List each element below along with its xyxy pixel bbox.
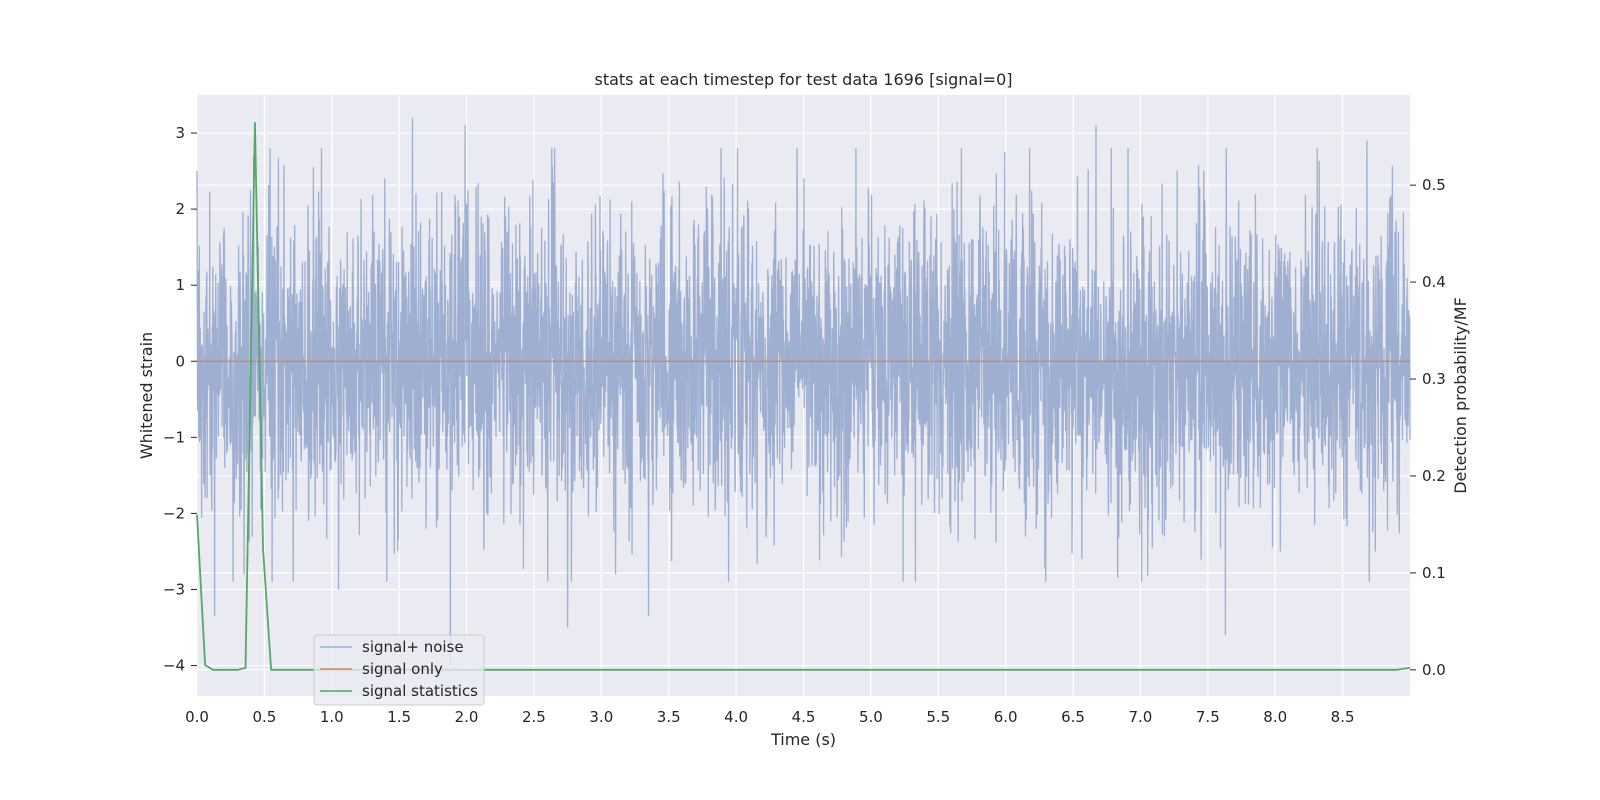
y2-tick-label: 0.4	[1422, 273, 1446, 291]
x-tick-label: 4.5	[792, 708, 816, 726]
x-tick-label: 6.5	[1061, 708, 1085, 726]
axis-ticks: 0.0 0.5 1.0 1.5 2.0 2.5 3.0 3.5 4.0 4.5 5.0 5.5 6.0 6…	[163, 124, 1446, 726]
x-tick-label: 4.0	[724, 708, 748, 726]
x-axis-label: Time (s)	[770, 730, 836, 749]
x-tick-label: 5.5	[926, 708, 950, 726]
y-tick-label: −3	[163, 580, 185, 598]
y-tick-label: −2	[163, 504, 185, 522]
y-tick-label: −4	[163, 657, 185, 675]
x-tick-label: 0.5	[252, 708, 276, 726]
signal-statistics-line	[196, 122, 1411, 671]
x-tick-label: 8.0	[1263, 708, 1287, 726]
y-tick-label: 1	[175, 276, 185, 294]
legend-label-signal-only: signal only	[362, 660, 443, 678]
grid-lines	[196, 95, 1410, 696]
legend-label-signal-noise: signal+ noise	[362, 638, 464, 656]
y2-tick-label: 0.0	[1422, 661, 1446, 679]
y-tick-label: −1	[163, 428, 185, 446]
y-tick-label: 3	[175, 124, 185, 142]
x-tick-label: 1.0	[320, 708, 344, 726]
x-tick-label: 6.0	[994, 708, 1018, 726]
signal-noise-series	[196, 117, 1411, 666]
legend-box	[313, 634, 485, 706]
chart-title: stats at each timestep for test data 169…	[594, 70, 1012, 89]
y2-tick-label: 0.5	[1422, 176, 1446, 194]
y-tick-label: 0	[175, 352, 185, 370]
x-tick-label: 7.0	[1129, 708, 1153, 726]
x-tick-label: 8.5	[1331, 708, 1355, 726]
signal-statistics-series	[196, 122, 1411, 671]
y2-tick-label: 0.1	[1422, 564, 1446, 582]
legend: signal+ noise signal only signal statist…	[313, 634, 485, 706]
x-tick-label: 3.5	[657, 708, 681, 726]
x-tick-label: 2.0	[455, 708, 479, 726]
signal-noise-line	[196, 117, 1411, 666]
legend-label-signal-statistics: signal statistics	[362, 682, 478, 700]
x-tick-label: 3.0	[589, 708, 613, 726]
y-axis-label: Whitened strain	[137, 332, 156, 459]
x-tick-label: 5.0	[859, 708, 883, 726]
y-tick-label: 2	[175, 200, 185, 218]
x-tick-label: 0.0	[185, 708, 209, 726]
x-tick-label: 1.5	[387, 708, 411, 726]
x-tick-label: 7.5	[1196, 708, 1220, 726]
y2-tick-label: 0.3	[1422, 370, 1446, 388]
x-tick-label: 2.5	[522, 708, 546, 726]
y2-tick-label: 0.2	[1422, 467, 1446, 485]
y2-axis-label: Detection probability/MF	[1451, 297, 1470, 494]
